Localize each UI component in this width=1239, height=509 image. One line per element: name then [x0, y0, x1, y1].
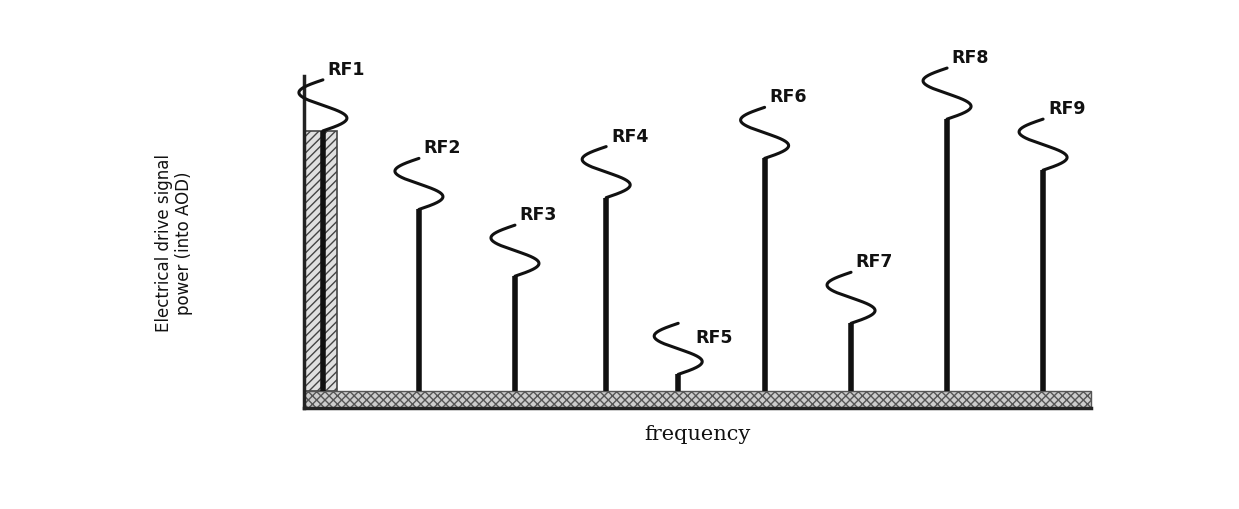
- Bar: [304, 132, 337, 391]
- Text: RF3: RF3: [520, 206, 558, 224]
- Text: RF9: RF9: [1048, 100, 1085, 118]
- Text: RF8: RF8: [952, 49, 990, 67]
- Text: Electrical drive signal
power (into AOD): Electrical drive signal power (into AOD): [155, 154, 193, 331]
- Text: RF4: RF4: [611, 127, 648, 146]
- Text: frequency: frequency: [644, 424, 751, 443]
- Text: RF5: RF5: [695, 329, 733, 347]
- Text: RF6: RF6: [769, 88, 807, 106]
- Text: RF1: RF1: [327, 61, 366, 79]
- Text: RF2: RF2: [424, 139, 461, 157]
- Bar: [304, 391, 1092, 408]
- Text: RF7: RF7: [856, 253, 893, 271]
